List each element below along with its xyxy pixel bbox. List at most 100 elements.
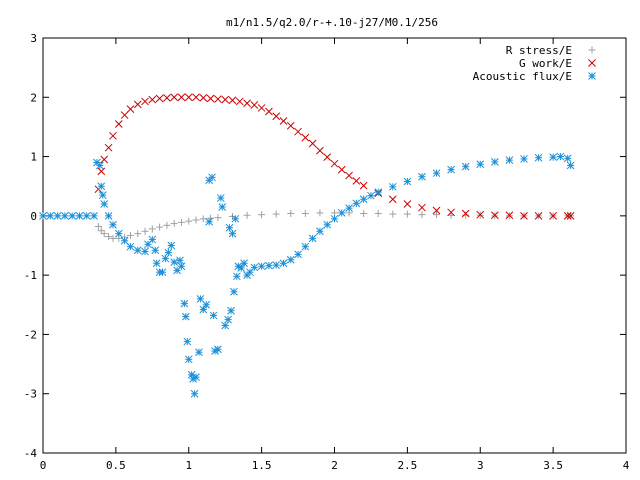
data-point bbox=[134, 230, 142, 238]
data-point bbox=[184, 355, 193, 364]
data-point bbox=[126, 105, 135, 113]
data-point bbox=[316, 227, 324, 236]
data-point bbox=[39, 212, 47, 220]
data-point bbox=[199, 94, 208, 102]
x-tick-label: 2 bbox=[331, 459, 338, 472]
data-point bbox=[192, 93, 200, 102]
data-point bbox=[367, 191, 375, 200]
x-tick-label: 3 bbox=[477, 459, 484, 472]
data-point bbox=[235, 97, 244, 106]
data-point bbox=[61, 212, 69, 220]
data-point bbox=[374, 188, 383, 196]
data-point bbox=[323, 153, 332, 162]
data-point bbox=[476, 210, 485, 219]
data-point bbox=[53, 212, 62, 220]
data-point bbox=[133, 246, 142, 255]
data-point bbox=[114, 120, 123, 128]
data-point bbox=[360, 209, 368, 217]
data-point bbox=[100, 230, 108, 238]
data-point bbox=[272, 112, 281, 121]
data-point bbox=[323, 220, 332, 229]
data-point bbox=[195, 348, 203, 357]
data-point bbox=[490, 158, 499, 166]
data-point bbox=[294, 250, 302, 259]
data-point bbox=[75, 212, 84, 220]
data-point bbox=[388, 195, 397, 204]
data-point bbox=[94, 223, 102, 231]
data-point bbox=[279, 117, 288, 125]
data-point bbox=[237, 264, 246, 272]
x-tick-label: 4 bbox=[623, 459, 630, 472]
data-point bbox=[176, 256, 184, 265]
data-point bbox=[331, 209, 338, 217]
data-point bbox=[301, 133, 310, 142]
data-point bbox=[534, 153, 543, 162]
data-point bbox=[151, 246, 160, 255]
data-point bbox=[214, 95, 222, 103]
data-point bbox=[257, 262, 266, 271]
data-point bbox=[549, 212, 557, 220]
data-point bbox=[316, 209, 324, 217]
data-point bbox=[192, 216, 200, 224]
data-point bbox=[250, 263, 259, 272]
data-point bbox=[148, 225, 156, 233]
data-point bbox=[185, 217, 193, 225]
data-point bbox=[158, 268, 167, 277]
data-point bbox=[316, 146, 324, 155]
data-point bbox=[148, 235, 157, 244]
data-point bbox=[120, 236, 129, 245]
data-marks bbox=[39, 93, 575, 398]
axis-ticks: 0 0.5 1 1.5 2 2.5 3 3.5 4 3 2 1 0 -1 -2 -3 -4 bbox=[24, 32, 630, 472]
data-point bbox=[95, 161, 104, 170]
data-point bbox=[534, 212, 543, 220]
data-point bbox=[163, 94, 171, 102]
data-point bbox=[205, 217, 214, 226]
data-point bbox=[301, 209, 309, 217]
data-point bbox=[141, 227, 149, 235]
data-point bbox=[403, 177, 412, 186]
data-point bbox=[403, 200, 412, 208]
data-point bbox=[447, 208, 455, 217]
data-point bbox=[461, 162, 470, 171]
data-point bbox=[433, 211, 441, 219]
data-point bbox=[240, 259, 248, 268]
data-point bbox=[461, 209, 470, 218]
data-point bbox=[286, 255, 295, 264]
data-point bbox=[156, 223, 164, 231]
data-point bbox=[352, 199, 361, 208]
data-point bbox=[374, 209, 382, 217]
x-tick-label: 1 bbox=[185, 459, 192, 472]
data-point bbox=[337, 209, 346, 217]
data-point bbox=[243, 99, 251, 108]
data-point bbox=[170, 220, 178, 228]
data-point bbox=[272, 210, 280, 218]
data-point bbox=[345, 204, 353, 213]
data-point bbox=[97, 182, 106, 191]
data-point bbox=[46, 212, 55, 220]
data-point bbox=[286, 121, 295, 130]
data-point bbox=[152, 259, 161, 268]
x-tick-label: 0 bbox=[40, 459, 47, 472]
data-point bbox=[218, 203, 227, 211]
data-point bbox=[308, 139, 317, 148]
legend-label: G work/E bbox=[519, 57, 572, 70]
data-point bbox=[505, 211, 514, 220]
y-tick-label: -1 bbox=[24, 269, 37, 282]
data-point bbox=[563, 154, 572, 163]
data-point bbox=[170, 258, 179, 266]
data-point bbox=[228, 96, 237, 105]
data-point bbox=[183, 337, 192, 346]
y-tick-label: -3 bbox=[24, 388, 37, 401]
data-point bbox=[105, 233, 113, 241]
data-point bbox=[294, 127, 302, 136]
data-point bbox=[206, 94, 215, 103]
data-point bbox=[359, 181, 368, 190]
data-point bbox=[231, 214, 240, 223]
data-point bbox=[192, 373, 200, 381]
data-point bbox=[563, 212, 572, 220]
data-point bbox=[180, 299, 189, 308]
data-point bbox=[265, 261, 273, 270]
chart-title: m1/n1.5/q2.0/r-+.10-j27/M0.1/256 bbox=[226, 16, 438, 29]
data-point bbox=[167, 241, 176, 250]
